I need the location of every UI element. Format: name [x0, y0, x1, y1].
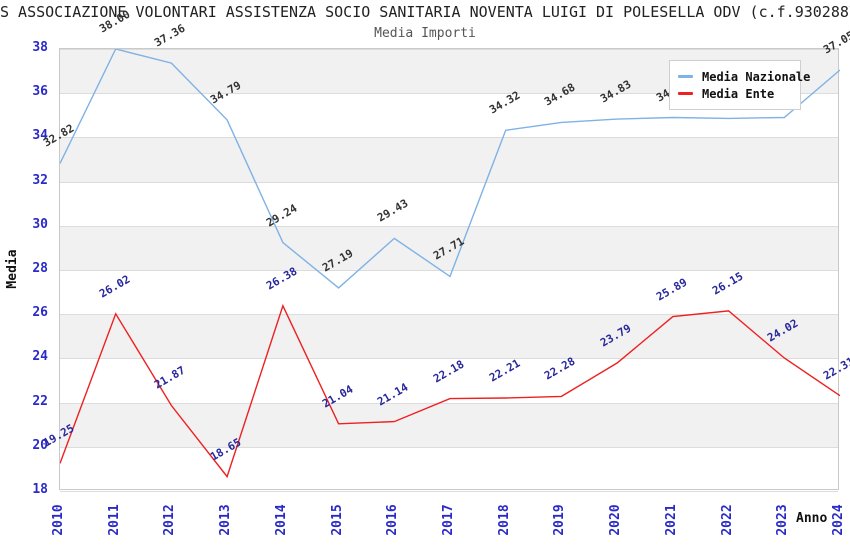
legend-item-nazionale: Media Nazionale — [678, 69, 810, 84]
y-tick-label: 22 — [32, 393, 48, 409]
gridline — [60, 402, 838, 404]
chart-title: S ASSOCIAZIONE VOLONTARI ASSISTENZA SOCI… — [0, 3, 850, 21]
y-tick-label: 38 — [32, 40, 48, 55]
x-tick-label: 2013 — [218, 504, 234, 536]
gridline — [60, 93, 838, 95]
x-tick-label: 2011 — [106, 504, 122, 536]
x-tick-label: 2022 — [719, 504, 735, 536]
gridline — [60, 225, 838, 227]
gridline — [60, 446, 838, 448]
gridline — [60, 49, 838, 50]
x-tick-label: 2015 — [329, 504, 345, 536]
y-tick-label: 24 — [32, 349, 48, 365]
x-tick-label: 2021 — [663, 504, 679, 536]
band — [60, 225, 838, 270]
x-tick-label: 2016 — [385, 504, 401, 536]
media-ente-line — [60, 303, 840, 479]
gridline — [60, 181, 838, 183]
x-axis-title: Anno — [796, 511, 828, 526]
gridline — [60, 314, 838, 316]
x-tick-label: 2017 — [441, 504, 456, 536]
x-tick-label: 2014 — [273, 504, 289, 536]
chart-subtitle: Media Importi — [374, 26, 476, 41]
x-tick-label: 2018 — [496, 504, 512, 536]
gridline — [60, 491, 838, 492]
legend-label-nazionale: Media Nazionale — [702, 69, 811, 84]
y-tick-label: 36 — [32, 84, 48, 100]
x-tick-label: 2019 — [552, 504, 568, 536]
series-lines — [60, 49, 840, 479]
legend-item-ente: Media Ente — [678, 86, 792, 101]
media-ente-swatch-icon — [678, 92, 693, 95]
plot-area — [59, 48, 840, 492]
y-tick-label: 28 — [32, 261, 48, 276]
gridline — [60, 137, 838, 139]
x-tick-label: 2020 — [608, 504, 624, 536]
band — [60, 402, 838, 447]
y-axis-title: Media — [5, 249, 20, 289]
gridline — [60, 270, 838, 271]
band — [60, 137, 838, 182]
y-tick-label: 34 — [32, 128, 48, 144]
band — [60, 314, 838, 359]
gridline — [60, 358, 838, 360]
media-nazionale-line — [60, 49, 840, 289]
media-nazionale-swatch-icon — [678, 75, 693, 78]
y-tick-label: 32 — [32, 172, 48, 188]
x-tick-label: 2012 — [162, 504, 178, 536]
legend-label-ente: Media Ente — [702, 86, 775, 101]
y-tick-label: 18 — [32, 482, 48, 497]
legend: Media Nazionale Media Ente — [669, 60, 810, 110]
y-tick-label: 30 — [32, 216, 48, 232]
x-tick-label: 2010 — [51, 504, 66, 536]
x-tick-label: 2023 — [775, 504, 791, 536]
y-tick-label: 20 — [32, 437, 48, 453]
y-tick-label: 26 — [32, 305, 48, 321]
